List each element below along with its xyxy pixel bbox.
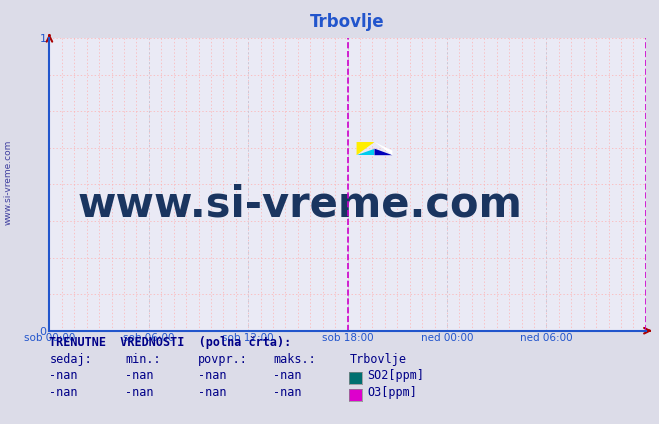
Text: -nan: -nan bbox=[49, 386, 78, 399]
Text: www.si-vreme.com: www.si-vreme.com bbox=[3, 139, 13, 225]
Text: min.:: min.: bbox=[125, 352, 161, 365]
Title: Trbovlje: Trbovlje bbox=[310, 13, 385, 31]
Text: -nan: -nan bbox=[49, 369, 78, 382]
Text: -nan: -nan bbox=[198, 369, 226, 382]
Text: -nan: -nan bbox=[125, 386, 154, 399]
Text: -nan: -nan bbox=[198, 386, 226, 399]
Text: sedaj:: sedaj: bbox=[49, 352, 92, 365]
Text: povpr.:: povpr.: bbox=[198, 352, 248, 365]
Text: -nan: -nan bbox=[273, 369, 302, 382]
Text: -nan: -nan bbox=[273, 386, 302, 399]
Text: TRENUTNE  VREDNOSTI  (polna črta):: TRENUTNE VREDNOSTI (polna črta): bbox=[49, 335, 292, 349]
Polygon shape bbox=[374, 148, 392, 155]
Text: SO2[ppm]: SO2[ppm] bbox=[368, 369, 424, 382]
Polygon shape bbox=[357, 148, 374, 155]
Polygon shape bbox=[374, 142, 392, 155]
Text: -nan: -nan bbox=[125, 369, 154, 382]
Text: Trbovlje: Trbovlje bbox=[349, 352, 406, 365]
Text: www.si-vreme.com: www.si-vreme.com bbox=[78, 184, 523, 226]
Polygon shape bbox=[357, 142, 374, 155]
Text: maks.:: maks.: bbox=[273, 352, 316, 365]
Text: O3[ppm]: O3[ppm] bbox=[368, 386, 418, 399]
